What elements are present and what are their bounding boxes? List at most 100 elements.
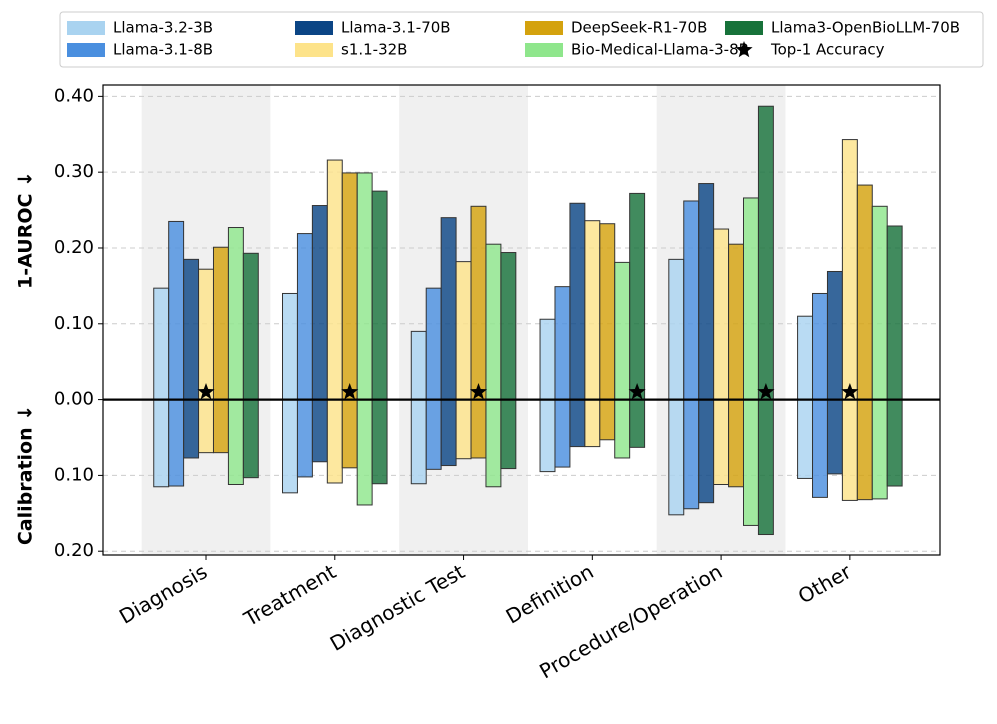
calibration-bar	[584, 399, 601, 448]
legend-swatch	[295, 21, 333, 35]
auroc-bar	[198, 268, 214, 401]
y-tick-label: 0.10	[54, 313, 94, 334]
calibration-bar	[812, 399, 828, 498]
auroc-bar	[341, 172, 358, 401]
top1-star	[841, 383, 859, 400]
auroc-bar	[311, 205, 328, 401]
calibration-bar	[326, 399, 343, 484]
calibration-bar	[470, 399, 487, 459]
auroc-bar	[683, 200, 700, 401]
auroc-bar	[826, 270, 843, 401]
y-axis-label: 1-AUROC ↓	[15, 171, 37, 289]
legend-swatch	[67, 21, 105, 35]
legend-label: s1.1-32B	[341, 41, 407, 59]
auroc-bar	[812, 292, 828, 401]
calibration-bar	[841, 399, 858, 501]
legend-label: Llama-3.1-8B	[113, 41, 213, 59]
x-tick-label: Diagnosis	[115, 559, 211, 628]
legend-label: Bio-Medical-Llama-3-8B	[571, 41, 749, 59]
calibration-bar	[485, 399, 502, 488]
auroc-bar	[183, 258, 200, 401]
calibration-bar	[500, 399, 517, 470]
calibration-bar	[668, 399, 685, 516]
calibration-bar	[683, 399, 700, 510]
legend-swatch	[295, 43, 333, 57]
plot-frame	[102, 84, 941, 556]
calibration-bar	[440, 399, 457, 467]
auroc-bar	[668, 258, 685, 401]
calibration-bar	[242, 399, 259, 479]
calibration-bar	[554, 399, 571, 468]
calibration-bar	[757, 399, 774, 536]
auroc-bar	[599, 223, 616, 401]
top1-star	[341, 383, 359, 400]
auroc-bar	[326, 159, 343, 401]
calibration-bar	[227, 399, 244, 485]
calibration-bar	[713, 399, 730, 485]
y-tick-label: 0.40	[54, 85, 94, 106]
auroc-bar	[841, 139, 858, 401]
auroc-bar	[425, 287, 442, 401]
auroc-bar	[569, 202, 586, 401]
legend-swatch	[67, 43, 105, 57]
x-tick-label: Diagnostic Test	[326, 559, 469, 656]
top1-star	[628, 383, 646, 400]
calibration-bar	[153, 399, 170, 488]
top1-star	[757, 383, 775, 400]
calibration-bar	[168, 399, 185, 487]
calibration-bar	[871, 399, 888, 500]
y-tick-label: 0.10	[54, 464, 94, 485]
calibration-bar	[410, 399, 427, 485]
calibration-bar	[698, 399, 715, 504]
auroc-bar	[742, 197, 759, 401]
auroc-bar	[440, 217, 457, 401]
calibration-bar	[629, 399, 646, 448]
legend-swatch	[525, 21, 563, 35]
auroc-bar	[470, 205, 487, 401]
calibration-bar	[856, 399, 873, 501]
calibration-bar	[742, 399, 759, 526]
legend-label: Llama-3.2-3B	[113, 19, 213, 37]
calibration-bar	[296, 399, 313, 478]
calibration-bar	[183, 399, 200, 459]
auroc-bar	[485, 243, 502, 401]
y-tick-label: 0.20	[54, 540, 94, 561]
auroc-bar	[757, 105, 774, 401]
y-tick-label: 0.00	[54, 389, 94, 410]
calibration-bar	[728, 399, 744, 488]
legend-label: Llama3-OpenBioLLM-70B	[771, 19, 960, 37]
calibration-bar	[599, 399, 616, 441]
auroc-bar	[728, 243, 744, 401]
auroc-bar	[554, 286, 571, 401]
legend-label: DeepSeek-R1-70B	[571, 19, 707, 37]
legend-swatch	[725, 21, 763, 35]
y-tick-label: 0.20	[54, 237, 94, 258]
auroc-bar	[282, 292, 298, 401]
auroc-bar	[455, 261, 472, 401]
auroc-bar	[871, 205, 888, 401]
calibration-bar	[311, 399, 328, 463]
legend-swatch	[525, 43, 563, 57]
top1-star	[469, 383, 488, 400]
auroc-bar	[356, 172, 373, 401]
auroc-bar	[698, 183, 715, 401]
auroc-bar	[212, 246, 229, 401]
auroc-bar	[153, 287, 170, 401]
calibration-bar	[425, 399, 442, 470]
calibration-bar	[455, 399, 472, 460]
auroc-bar	[584, 220, 601, 401]
auroc-bar	[886, 225, 903, 401]
auroc-bar	[296, 233, 313, 401]
y-tick-label: 0.30	[54, 161, 94, 182]
calibration-bar	[569, 399, 586, 448]
x-tick-label: Other	[794, 559, 856, 609]
calibration-bar	[826, 399, 843, 475]
calibration-bar	[198, 399, 214, 454]
auroc-bar	[168, 220, 185, 401]
calibration-bar	[539, 399, 556, 473]
legend-label: Llama-3.1-70B	[341, 19, 451, 37]
calibration-bar	[614, 399, 631, 459]
legend-label: Top-1 Accuracy	[770, 41, 885, 59]
auroc-bar	[856, 184, 873, 401]
